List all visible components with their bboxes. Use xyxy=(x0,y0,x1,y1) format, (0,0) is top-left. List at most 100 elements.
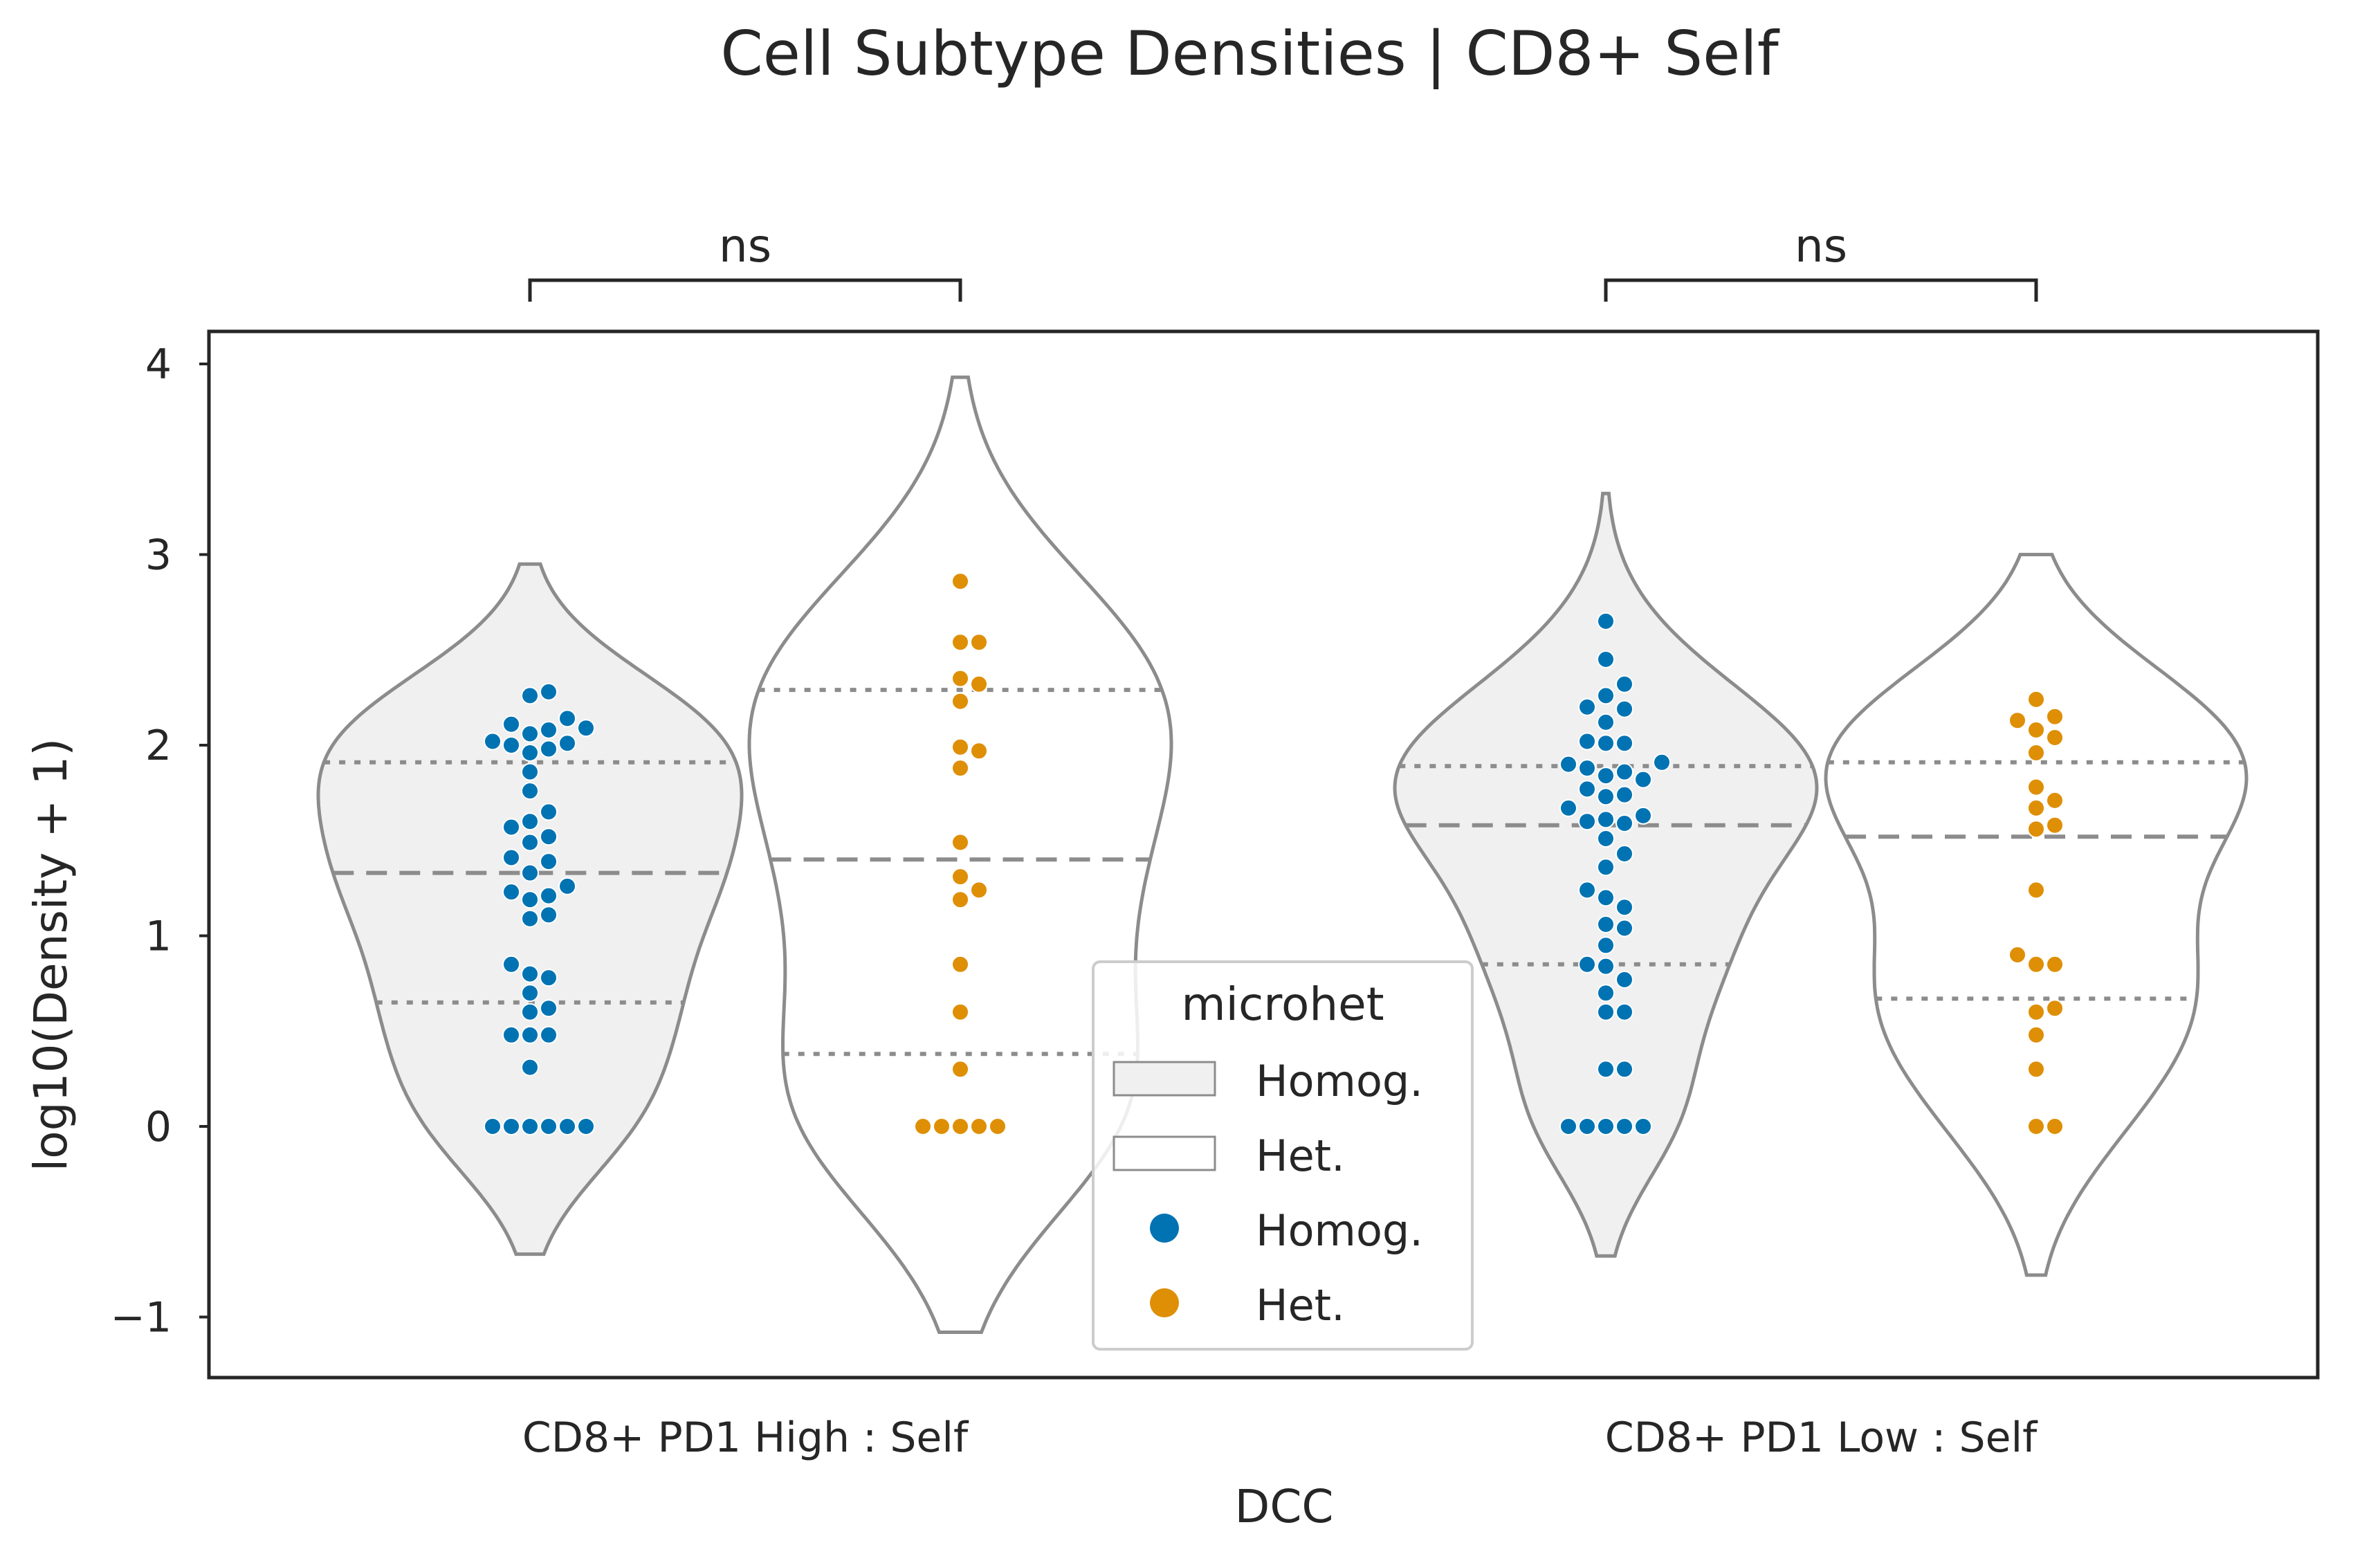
data-point xyxy=(1578,812,1596,831)
data-point xyxy=(1559,755,1577,774)
data-point xyxy=(484,732,502,751)
data-point xyxy=(951,669,969,688)
legend-label: Het. xyxy=(1256,1280,1345,1331)
data-point xyxy=(540,969,558,987)
data-point xyxy=(540,999,558,1018)
data-point xyxy=(540,682,558,701)
data-point xyxy=(558,877,576,895)
data-point xyxy=(540,852,558,871)
data-point xyxy=(1597,713,1615,731)
data-point xyxy=(540,886,558,905)
legend-label: Homog. xyxy=(1256,1056,1423,1106)
data-point xyxy=(1597,888,1615,907)
data-point xyxy=(502,883,520,902)
data-point xyxy=(484,1117,502,1135)
bracket-line xyxy=(528,278,962,302)
data-point xyxy=(1578,697,1596,716)
data-point xyxy=(502,736,520,754)
significance-bracket: ns xyxy=(1604,219,2038,302)
y-tick-label: 4 xyxy=(145,340,172,389)
y-tick-label: 1 xyxy=(145,913,172,961)
data-point xyxy=(1597,1003,1615,1021)
data-point xyxy=(1615,970,1633,989)
data-point xyxy=(521,863,539,882)
violin-group xyxy=(1824,553,2249,1277)
data-point xyxy=(521,1025,539,1044)
data-point xyxy=(951,890,969,909)
data-point xyxy=(502,848,520,867)
data-point xyxy=(1597,984,1615,1003)
data-point xyxy=(2008,711,2026,730)
data-point xyxy=(1559,1117,1577,1135)
y-tick-label: 3 xyxy=(145,531,172,580)
legend-violin-swatch xyxy=(1113,1135,1216,1171)
data-point xyxy=(1597,734,1615,753)
data-point xyxy=(1615,1060,1633,1079)
data-point xyxy=(2046,816,2064,834)
legend-point-swatch xyxy=(1150,1214,1179,1243)
data-point xyxy=(1578,1117,1596,1135)
data-point xyxy=(521,782,539,801)
legend-box xyxy=(1092,960,1474,1351)
violin-group xyxy=(316,562,744,1256)
y-tick-label: −1 xyxy=(111,1294,172,1342)
violin-body xyxy=(316,562,744,1256)
x-tick-label: CD8+ PD1 Low : Self xyxy=(1605,1414,2038,1462)
data-point xyxy=(1615,1117,1633,1135)
legend-entry: Homog. xyxy=(1113,1056,1423,1106)
legend-label: Homog. xyxy=(1256,1205,1423,1256)
bracket-line xyxy=(1604,278,2038,302)
data-point xyxy=(933,1117,951,1135)
data-point xyxy=(521,1058,539,1077)
data-point xyxy=(1597,650,1615,668)
data-point xyxy=(502,1025,520,1044)
data-point xyxy=(521,984,539,1003)
chart-title: Cell Subtype Densities | CD8+ Self xyxy=(720,18,1779,90)
data-point xyxy=(2008,946,2026,964)
data-point xyxy=(1597,858,1615,877)
data-point xyxy=(540,721,558,739)
data-point xyxy=(1634,1117,1652,1135)
legend-violin-swatch xyxy=(1113,1061,1216,1097)
data-point xyxy=(1615,1003,1633,1021)
y-tick-label: 2 xyxy=(145,722,172,770)
data-point xyxy=(2027,778,2045,796)
x-tick-label: CD8+ PD1 High : Self xyxy=(522,1414,969,1462)
data-point xyxy=(1597,915,1615,933)
legend-title: microhet xyxy=(1181,978,1384,1031)
data-point xyxy=(540,803,558,821)
y-axis-ticks: −1 0 1 2 3 4 xyxy=(111,340,209,1342)
data-point xyxy=(2027,721,2045,739)
data-point xyxy=(970,881,988,899)
data-point xyxy=(1559,798,1577,817)
violin-body xyxy=(1824,553,2249,1277)
x-axis-label: DCC xyxy=(1235,1480,1334,1533)
data-point xyxy=(951,1060,969,1079)
significance-annotations: ns ns xyxy=(528,219,2038,302)
data-point xyxy=(2027,955,2045,974)
data-point xyxy=(521,890,539,909)
data-point xyxy=(914,1117,932,1135)
data-point xyxy=(540,740,558,758)
data-point xyxy=(951,833,969,852)
data-point xyxy=(1597,957,1615,976)
data-point xyxy=(2027,744,2045,762)
data-point xyxy=(2046,1117,2064,1135)
data-point xyxy=(970,1117,988,1135)
legend: microhet Homog. Het. Homog. Het. xyxy=(1092,960,1474,1351)
data-point xyxy=(1597,1060,1615,1079)
data-point xyxy=(1615,814,1633,832)
data-point xyxy=(2046,955,2064,974)
data-point xyxy=(558,734,576,753)
data-point xyxy=(1597,787,1615,806)
data-point xyxy=(951,1003,969,1021)
points-layer xyxy=(484,572,2064,1135)
legend-point-swatch xyxy=(1150,1288,1179,1317)
data-point xyxy=(502,1117,520,1135)
legend-entry: Homog. xyxy=(1150,1205,1423,1256)
significance-label: ns xyxy=(719,219,771,273)
plot-frame xyxy=(207,329,2320,1380)
significance-label: ns xyxy=(1795,219,1847,273)
data-point xyxy=(540,828,558,846)
data-point xyxy=(1578,881,1596,899)
